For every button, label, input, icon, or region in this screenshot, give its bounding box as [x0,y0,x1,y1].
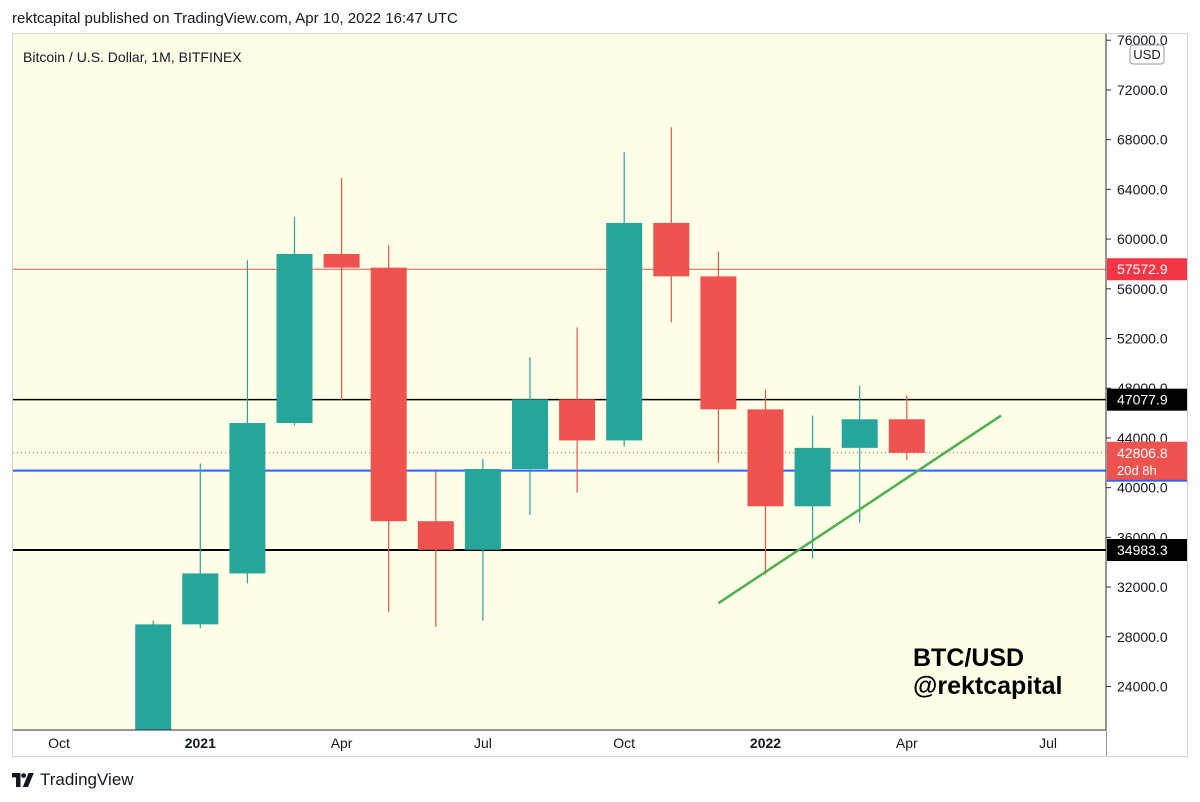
chart-frame: Bitcoin / U.S. Dollar, 1M, BITFINEX BTC/U… [12,33,1188,757]
x-tick-label-7: Jul [1039,735,1057,751]
x-tick-label-5: 2022 [750,735,781,751]
y-tick-label-9: 60000.0 [1117,231,1168,247]
last-price-label: 42806.8 [1117,445,1168,461]
chart-title: Bitcoin / U.S. Dollar, 1M, BITFINEX [23,49,242,65]
y-tick-label-4: 40000.0 [1117,480,1168,496]
candle-body-0 [135,624,172,740]
candle-body-7 [464,469,501,550]
candle-body-15 [841,419,878,448]
currency-badge [1129,44,1165,65]
x-tick-label-4: Oct [613,735,635,751]
candle-body-6 [417,521,454,550]
candle-body-14 [794,447,831,507]
candle-body-1 [182,573,219,625]
candle-body-16 [888,419,925,453]
candle-body-10 [606,222,643,441]
candle-body-13 [747,409,784,507]
y-tick-label-11: 68000.0 [1117,132,1168,148]
watermark-line-1: @rektcapital [913,672,1062,700]
y-tick-label-7: 52000.0 [1117,331,1168,347]
level-price-tag-3 [1107,538,1187,561]
y-tick-label-1: 28000.0 [1117,629,1168,645]
trendline [717,414,1002,605]
level-price-label-1: 47077.9 [1117,392,1168,408]
y-tick-label-10: 64000.0 [1117,181,1168,197]
candle-body-4 [323,253,360,268]
candle-body-5 [370,267,407,522]
watermark-line-0: BTC/USD [913,644,1024,672]
candle-body-12 [700,276,737,410]
tradingview-logo-icon[interactable] [12,773,34,787]
y-tick-label-2: 32000.0 [1117,579,1168,595]
candlestick-chart[interactable]: Bitcoin / U.S. Dollar, 1M, BITFINEX BTC/U… [13,34,1187,756]
y-tick-label-12: 72000.0 [1117,82,1168,98]
candle-body-2 [229,423,266,574]
x-tick-label-0: Oct [48,735,70,751]
x-tick-label-1: 2021 [185,735,216,751]
candle-body-11 [653,222,690,277]
level-price-label-0: 57572.9 [1117,261,1168,277]
last-price-tag [1107,441,1187,480]
plot-background [13,34,1106,730]
x-tick-label-3: Jul [474,735,492,751]
y-tick-label-0: 24000.0 [1117,679,1168,695]
currency-badge-label: USD [1133,47,1160,62]
level-price-tag-1 [1107,388,1187,411]
candle-body-3 [276,253,313,424]
brand-name[interactable]: TradingView [40,770,134,789]
candle-body-8 [512,399,548,469]
publish-info: rektcapital published on TradingView.com… [12,10,458,27]
x-tick-label-6: Apr [896,735,918,751]
last-price-countdown: 20d 8h [1117,463,1157,478]
time-axis-background [13,730,1106,756]
level-price-label-3: 34983.3 [1117,542,1168,558]
candle-body-9 [559,399,596,441]
x-tick-label-2: Apr [331,735,353,751]
footer: TradingView [12,768,134,792]
y-tick-label-8: 56000.0 [1117,281,1168,297]
level-price-tag-0 [1107,258,1187,281]
